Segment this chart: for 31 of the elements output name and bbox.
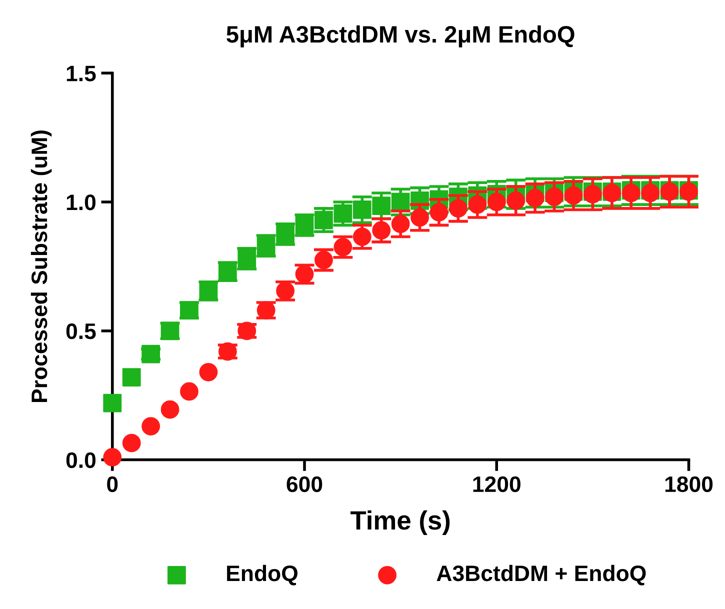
point	[122, 368, 141, 386]
y-tick-label: 1.5	[66, 66, 96, 82]
x-tick-label: 1200	[473, 476, 520, 492]
point	[564, 186, 583, 205]
legend-label: A3BctdDM + EndoQ	[436, 564, 646, 586]
point	[314, 210, 333, 230]
x-axis-title: Time (s)	[350, 510, 450, 535]
point	[122, 434, 141, 452]
y-tick-label: 1.0	[66, 194, 96, 210]
point	[391, 192, 410, 212]
point	[352, 200, 372, 219]
point	[334, 204, 352, 223]
y-axis-title: Processed Substrate (uM)	[30, 130, 52, 402]
x-tick-label: 1800	[665, 476, 713, 492]
point	[352, 228, 372, 246]
y-tick-label: 0.0	[66, 452, 96, 468]
y-tick-label: 0.5	[66, 323, 96, 340]
point	[142, 417, 160, 436]
legend-label: EndoQ	[227, 564, 298, 586]
x-tick-label: 600	[286, 476, 322, 492]
point	[160, 400, 180, 419]
point	[103, 394, 122, 412]
point	[180, 382, 198, 401]
x-tick-label: 0	[107, 476, 118, 492]
point	[545, 188, 564, 206]
point	[372, 221, 391, 240]
point	[142, 344, 160, 364]
point	[372, 196, 391, 216]
chart-title: 5μM A3BctdDM vs. 2μM EndoQ	[226, 25, 574, 48]
point	[199, 362, 218, 382]
point	[583, 185, 602, 204]
